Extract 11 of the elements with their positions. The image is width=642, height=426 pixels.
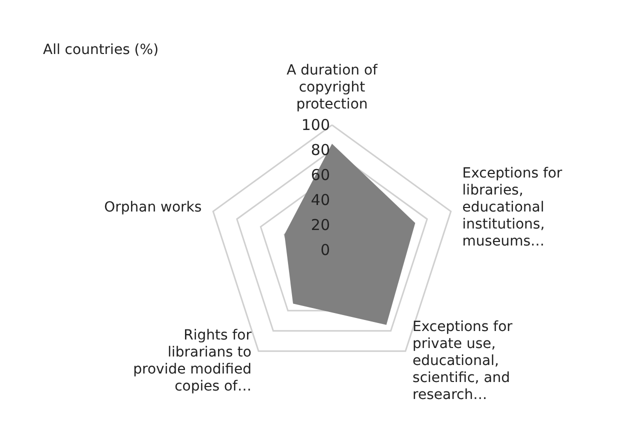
y-tick-label: 100: [301, 116, 330, 134]
y-tick-label: 40: [310, 191, 330, 209]
y-tick-label: 0: [320, 241, 330, 259]
spoke-label: A duration of copyright protection: [286, 62, 379, 112]
y-tick-label: 80: [310, 141, 330, 159]
spoke-label: Orphan works: [104, 200, 202, 216]
spoke-label: Exceptions for private use, educational, scientific, and research…: [412, 318, 513, 403]
spoke-label: Exceptions for libraries, educational institutions, museums…: [462, 166, 562, 250]
spoke-label: Rights for librarians to provide modified copies of…: [133, 327, 252, 394]
y-tick-label: 20: [310, 216, 330, 234]
chart-title: All countries (%): [43, 42, 159, 58]
